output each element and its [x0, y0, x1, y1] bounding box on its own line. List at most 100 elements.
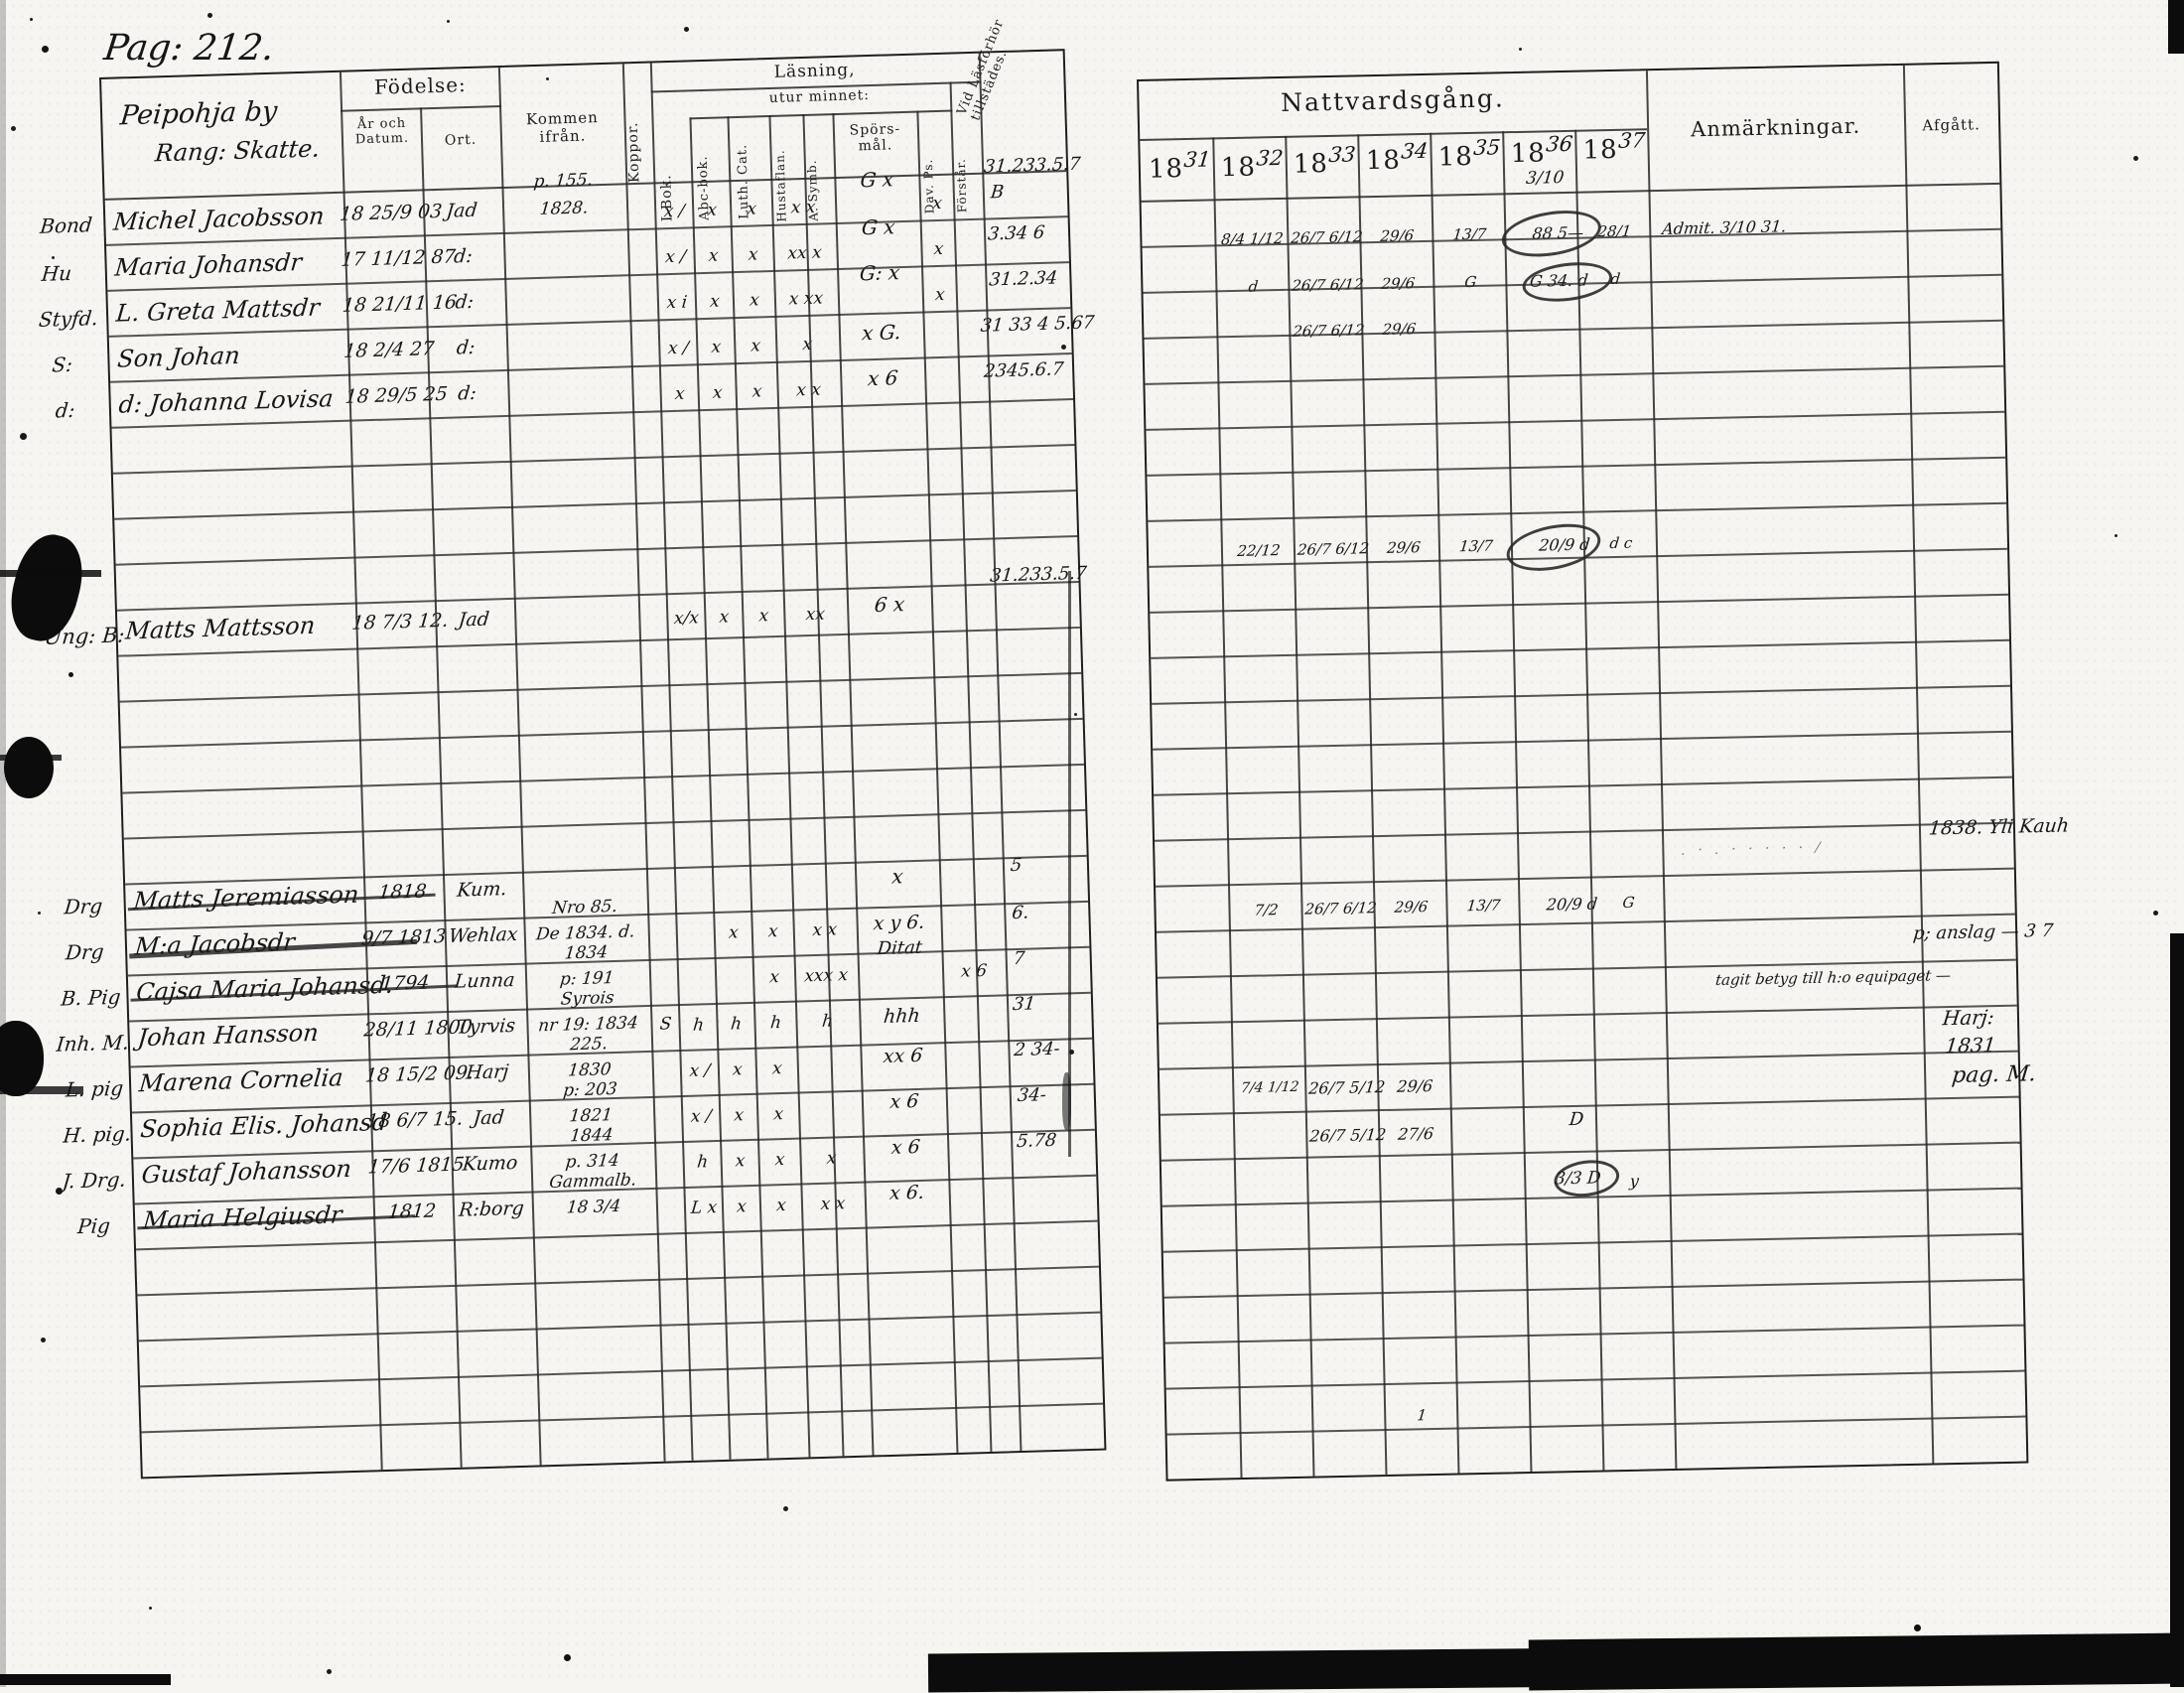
grid-line — [1212, 137, 1243, 1479]
row-name: Matts Mattsson — [124, 611, 317, 645]
row-mark-abc: x — [733, 1105, 746, 1126]
grid-line — [1159, 1050, 2018, 1070]
row-birthdate: 28/11 1800 — [362, 1016, 474, 1042]
row-vid-lasforhor: 3.34 6 — [987, 221, 1046, 245]
year-1836: 36 — [1545, 131, 1574, 157]
row-vid-lasforhor: 7 — [1012, 947, 1026, 970]
row-mark-ibok: x / — [667, 338, 690, 359]
grid-line — [1160, 1141, 2020, 1162]
row-birthdate: 18 2/4 27 — [342, 338, 436, 362]
row-name: Son Johan — [116, 341, 241, 373]
row-birthdate: 1812 — [386, 1199, 438, 1223]
row-mark-hustaflan: x — [825, 1148, 838, 1169]
row-birthplace: d: — [457, 381, 478, 405]
communion-entry: 7/2 — [1253, 901, 1280, 919]
row-mark-sporsmal: Ditat — [876, 936, 924, 960]
departed-note: 1838. Yli Kauh — [1927, 814, 2071, 840]
row-mark-davps: x 6 — [960, 960, 988, 982]
row-vid-lasforhor: 2345.6.7 — [983, 358, 1065, 382]
row-mark-abc: x — [711, 382, 724, 403]
book-gutter-line — [1068, 571, 1071, 1157]
row-mark-hustaflan: h — [821, 1011, 834, 1032]
grid-line — [1164, 1324, 2024, 1344]
row-name: Gustaf Johansson — [140, 1154, 353, 1190]
grid-line — [123, 808, 1086, 840]
scan-edge-shadow — [2170, 933, 2184, 1687]
communion-entry: 26/7 6/12 — [1292, 321, 1366, 341]
row-mark-ibok: x / — [664, 246, 687, 268]
row-mark-hustaflan: x x — [789, 197, 817, 218]
year-1836-note: 3/10 — [1525, 167, 1566, 189]
village-name: Peipohja by — [118, 95, 279, 132]
row-mark-sporsmal: G x — [859, 167, 895, 193]
row-mark-ibok: L x — [689, 1198, 719, 1218]
row-vid-lasforhor: 2 34- — [1013, 1038, 1061, 1061]
row-birthplace: Wehlax — [447, 922, 519, 947]
row-margin-title: Drg — [63, 894, 104, 919]
grid-line — [125, 854, 1087, 886]
grid-line — [1147, 456, 2006, 477]
row-mark-hustaflan: x xx — [787, 288, 824, 310]
grid-line — [1151, 638, 2010, 659]
row-mark-abc: x — [710, 337, 723, 357]
grid-line — [1144, 319, 2003, 340]
row-margin-title: J. Drg. — [61, 1167, 127, 1194]
header-kommen-ifran: Kommen ifrån. — [525, 108, 600, 146]
row-mark-ibok: x / — [690, 1106, 713, 1127]
grid-line — [140, 1356, 1102, 1388]
row-birthplace: d: — [453, 244, 474, 268]
row-mark-davps: x — [934, 284, 946, 306]
grid-line — [114, 489, 1076, 520]
row-mark-abc: x — [728, 922, 740, 943]
row-mark-luth: x — [749, 290, 760, 311]
row-name: Sophia Elis. Johansd — [139, 1107, 389, 1144]
row-mark-luth: x — [771, 1058, 783, 1079]
row-mark-abc: x — [736, 1197, 748, 1217]
year-prefix-1837: 18 — [1582, 134, 1618, 166]
year-prefix-1831: 18 — [1148, 154, 1184, 185]
remark-note: tagit betyg till h:o equipaget — — [1714, 966, 1952, 990]
grid-line — [1156, 867, 2014, 888]
communion-entry: d — [1247, 277, 1260, 296]
row-mark-hustaflan: x x — [795, 379, 822, 401]
row-margin-title: Bond — [39, 212, 93, 238]
row-birthplace: d: — [455, 336, 477, 359]
row-mark-sporsmal: x — [890, 864, 904, 889]
departed-note: Harj: — [1941, 1005, 1996, 1031]
communion-entry: 29/6 — [1381, 320, 1418, 339]
header-lasning: Läsning, — [773, 60, 856, 82]
row-mark-ibok: x / — [662, 201, 686, 222]
scan-edge-shadow — [0, 0, 6, 1687]
grid-line — [112, 444, 1075, 475]
row-mark-luth: x — [767, 921, 779, 942]
row-mark-abc: x — [706, 200, 718, 220]
grid-line — [1166, 1415, 2026, 1436]
row-mark-hustaflan: x — [801, 334, 814, 355]
communion-entry: 26/7 6/12 — [1303, 899, 1378, 918]
header-nattvardsgang: Nattvardsgång. — [1280, 83, 1506, 117]
row-mark-ibok: h — [692, 1015, 705, 1036]
row-mark-ibok: h — [696, 1152, 710, 1173]
communion-entry: 26/7 6/12 — [1291, 275, 1365, 295]
row-mark-hustaflan: xx — [804, 604, 826, 626]
communion-entry: 29/6 — [1396, 1075, 1434, 1096]
header-fodelse: Födelse: — [373, 72, 468, 99]
row-birthdate: 1794 — [379, 971, 431, 996]
row-mark-davps: x — [931, 193, 943, 214]
row-mark-abc: x — [707, 245, 720, 266]
ink-blot — [4, 737, 54, 798]
row-mark-ibok: x — [673, 383, 686, 404]
communion-entry: 29/6 — [1386, 538, 1422, 557]
ink-scribble — [1498, 204, 1605, 264]
grid-line — [1165, 1369, 2025, 1390]
communion-entry: 26/7 6/12 — [1297, 539, 1370, 559]
row-mark-luth: h — [769, 1013, 782, 1034]
row-margin-title: d: — [54, 397, 76, 423]
row-mark-davps: x — [932, 238, 945, 260]
row-mark-ibok: x i — [665, 292, 689, 314]
row-mark-abc: x — [734, 1151, 747, 1172]
row-vid-lasforhor: 31 33 4 5.67 — [979, 312, 1096, 337]
year-1837: 37 — [1617, 128, 1647, 153]
grid-line — [141, 1402, 1104, 1434]
remark-note: p; anslag — 3 7 — [1912, 919, 2055, 944]
